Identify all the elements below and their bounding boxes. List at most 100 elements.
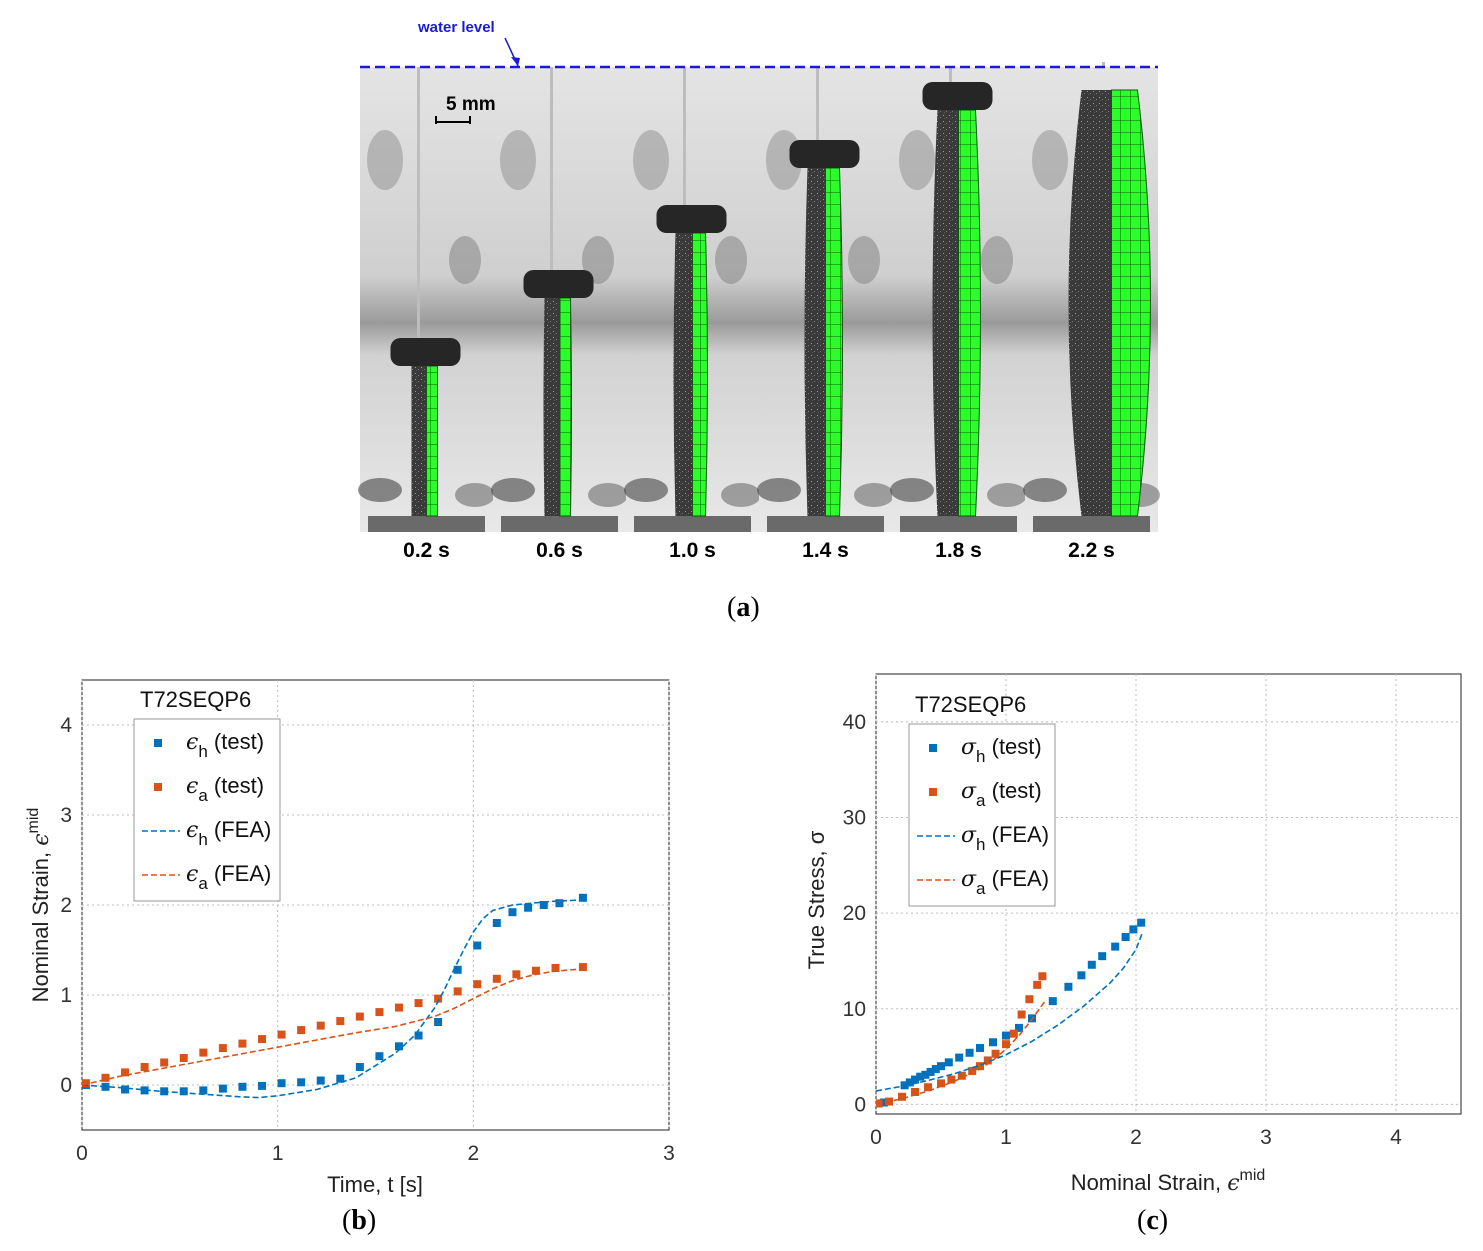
caption-b: (b) [342,1205,377,1236]
data-point [1002,1040,1010,1049]
data-point [551,964,560,972]
specimen-photo [543,298,560,516]
fea-mesh [825,167,843,517]
data-point [434,1018,443,1026]
arrow-head-icon [511,57,520,66]
fea-mesh [1111,89,1151,517]
photo-frame [358,67,495,532]
legend-label: σh (FEA) [961,822,1049,854]
data-point [297,1026,306,1035]
fea-line [876,932,1144,1092]
legend-label: σh (test) [961,734,1042,766]
data-point [555,899,564,908]
data-point [1015,1023,1023,1032]
data-point [179,1087,188,1096]
base-plate [1033,516,1150,532]
data-point [277,1079,286,1088]
data-point [539,901,548,909]
data-point [238,1082,247,1091]
data-point [578,963,587,972]
fea-line [82,898,583,1099]
specimen-cap [523,270,594,298]
caption-a: (a) [727,592,760,623]
data-point [921,1070,930,1079]
frame-time-label: 1.4 s [802,539,849,562]
data-point [218,1044,227,1053]
specimen-cap [789,140,860,168]
data-point [160,1058,169,1067]
y-axis-label: Nominal Strain, ϵmid [25,808,54,1003]
chart-c: 0 1 2 3 4 0 10 20 30 40 T72SEQP6 σh (test) σa (test)… [790,650,1483,1210]
data-point [414,999,423,1008]
y-tick-label: 20 [843,902,866,925]
frame-time-label: 1.0 s [669,539,716,562]
data-point [121,1068,130,1077]
data-point [336,1074,345,1083]
data-point [989,1038,997,1047]
data-point [1038,972,1047,981]
legend-marker-swatch [929,788,937,796]
data-point [492,974,501,983]
data-point [473,941,482,950]
frame-time-label: 2.2 s [1068,539,1115,562]
y-tick-label: 0 [60,1074,72,1097]
x-tick-label: 2 [1130,1126,1142,1149]
data-point [976,1044,984,1052]
specimen-photo [1068,90,1112,516]
x-tick-label: 1 [272,1142,284,1165]
fea-mesh [426,365,439,517]
data-point [983,1056,992,1065]
series-a-test [82,963,587,1088]
data-point [512,970,521,979]
legend-box [133,718,281,902]
data-point [916,1072,925,1081]
data-point [336,1017,345,1026]
base-plate [900,516,1017,532]
data-point [1025,995,1034,1004]
data-point [508,908,517,917]
data-point [1137,918,1146,927]
data-point [905,1078,914,1087]
figure-a: water level 5 mm 0.2 s 0.6 s 1.0 s 1.4 s 1.8… [358,19,1160,623]
frame-time-label: 0.6 s [536,539,583,562]
chart-title: T72SEQP6 [140,687,251,712]
data-point [924,1083,932,1092]
y-tick-label: 4 [60,714,72,737]
data-point [911,1075,919,1084]
data-point [879,1098,888,1107]
y-tick-label: 40 [843,711,866,734]
legend-marker-swatch [154,739,162,747]
data-point [578,893,587,902]
data-point [1048,997,1057,1006]
data-point [976,1062,984,1071]
data-point [931,1065,940,1074]
legend-item: σh (test) [929,734,1042,766]
base-plate [767,516,884,532]
base-plate [368,516,485,532]
data-point [258,1035,267,1044]
photo-frame [890,67,1027,532]
data-point [1111,942,1120,951]
x-axis-label: Time, t [s] [327,1172,423,1197]
data-point [492,919,501,927]
data-point [238,1039,247,1048]
photo-frame [757,67,894,532]
data-point [937,1062,945,1071]
data-point [531,966,540,975]
data-point [926,1067,935,1076]
legend-box [908,723,1056,907]
data-point [898,1092,906,1101]
data-point [434,994,443,1003]
legend-label: ϵa (FEA) [186,861,271,893]
data-point [1121,933,1130,942]
photo-frame [491,67,628,532]
legend-label: ϵh (FEA) [186,817,271,849]
specimen-photo [673,233,693,516]
series-a-fea [876,1000,1046,1106]
scale-bar-label: 5 mm [446,94,496,115]
data-point [1077,971,1086,980]
x-axis-label: Nominal Strain, ϵmid [1071,1167,1266,1196]
data-point [1033,980,1042,989]
x-tick-label: 3 [1260,1126,1272,1149]
data-point [1087,960,1096,969]
